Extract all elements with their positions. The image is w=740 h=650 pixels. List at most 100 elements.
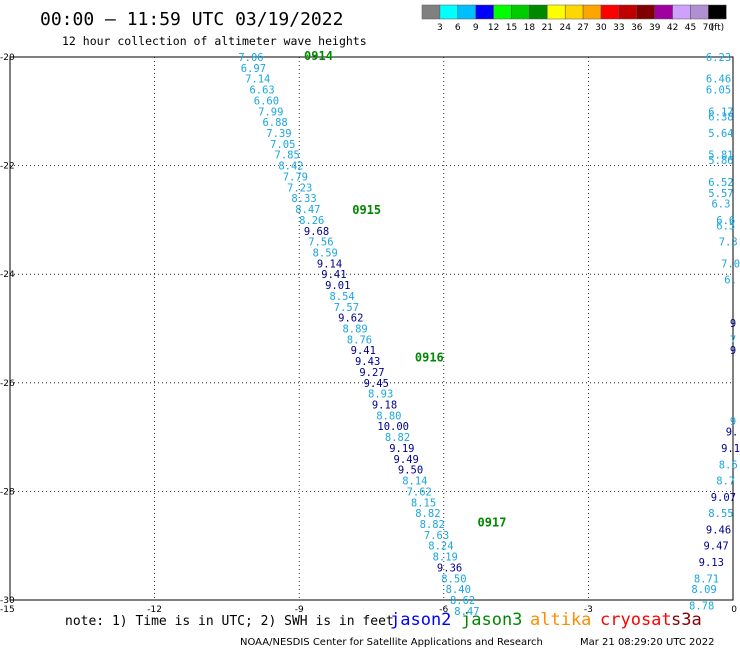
color-scale-label: 18 [524, 23, 536, 33]
footer-note: note: 1) Time is in UTC; 2) SWH is in fe… [65, 614, 394, 629]
swh-value: 8.40 [446, 584, 471, 596]
swh-value: 6.46 [706, 74, 731, 86]
swh-value: 8.24 [428, 541, 453, 553]
swh-value: 7.99 [258, 106, 283, 118]
swh-value: 9. [726, 427, 739, 439]
swh-value: 7.23 [287, 182, 312, 194]
swh-value: 8.47 [454, 606, 479, 618]
swh-value: 7.0 [721, 258, 740, 270]
swh-value: 8.82 [415, 508, 440, 520]
swh-value: 9.68 [304, 226, 329, 238]
chart-title: 00:00 – 11:59 UTC 03/19/2022 [40, 9, 343, 30]
color-swatch [672, 4, 691, 20]
color-swatch [582, 4, 602, 20]
plot-frame [9, 56, 734, 601]
color-scale-label: 9 [473, 23, 479, 33]
swh-value: 8.71 [694, 573, 719, 585]
y-tick-label: -24 [0, 270, 15, 280]
color-scale-label: 21 [542, 23, 553, 33]
color-swatch [618, 4, 638, 20]
swh-value: 9 [730, 416, 736, 428]
swh-value: 8.47 [295, 204, 320, 216]
swh-value: 8.80 [376, 410, 401, 422]
swh-value: 9.43 [355, 356, 380, 368]
y-tick-label: -22 [0, 162, 15, 172]
time-label: 0914 [304, 49, 333, 63]
y-tick-label: -28 [0, 487, 15, 497]
swh-value: 9.14 [317, 258, 342, 270]
color-scale-label: 39 [649, 23, 661, 33]
x-tick-label: -3 [584, 605, 593, 615]
swh-value: 9.13 [699, 557, 724, 569]
time-labels: 0914 0915 0916 0917 [304, 49, 506, 529]
swh-value: 9.62 [338, 313, 363, 325]
swh-value: 7.05 [270, 139, 295, 151]
color-scale-label: (ft) [711, 23, 725, 33]
swh-value: 6.52 [708, 177, 733, 189]
legend-cryosat: cryosat [600, 610, 672, 630]
swh-value: 7.85 [275, 150, 300, 162]
swh-value: 9.45 [364, 378, 389, 390]
swh-value: 6.6 [716, 215, 735, 227]
color-scale-label: 45 [685, 23, 696, 33]
swh-value: 7.57 [334, 302, 359, 314]
color-swatch [511, 4, 530, 20]
credit-text: NOAA/NESDIS Center for Satellite Applica… [240, 637, 543, 648]
color-swatch [457, 4, 476, 20]
swh-value: 9.27 [359, 367, 384, 379]
swh-value: 5.86 [708, 155, 733, 167]
x-tick-label: 0 [731, 605, 737, 615]
wave-height-labels: 7.066.977.146.636.607.996.887.397.057.85… [238, 52, 740, 618]
swh-value: 8.09 [691, 584, 716, 596]
color-swatch [475, 4, 494, 20]
color-swatch [547, 4, 566, 20]
legend-jason3: jason3 [461, 610, 522, 630]
swh-value: 9.07 [711, 492, 736, 504]
swh-value: 9.36 [437, 562, 462, 574]
x-tick-label: -9 [295, 605, 304, 615]
swh-value: 5.64 [708, 128, 733, 140]
swh-value: 9.1 [721, 443, 740, 455]
color-scale-label: 6 [455, 23, 461, 33]
swh-value: 7.39 [266, 128, 291, 140]
swh-value: 9.46 [706, 524, 731, 536]
grid-lines [10, 57, 733, 600]
color-swatch [564, 4, 584, 20]
color-swatch [600, 4, 620, 20]
x-tick-label: -6 [439, 605, 448, 615]
swh-value: 8.82 [385, 432, 410, 444]
swh-value: 8.78 [689, 600, 714, 612]
legend-s3a: s3a [671, 610, 702, 630]
swh-value: 9.41 [321, 269, 346, 281]
swh-value: 9.50 [398, 465, 423, 477]
swh-value: 6.17 [708, 106, 733, 118]
swh-value: 5.81 [708, 150, 733, 162]
color-swatch [690, 4, 709, 20]
time-label: 0917 [478, 515, 507, 529]
swh-value: 6.97 [241, 63, 266, 75]
swh-value: 6. [724, 275, 737, 287]
swh-value: 8.59 [313, 247, 338, 259]
swh-value: 7.79 [283, 171, 308, 183]
color-scale-label: 24 [559, 23, 571, 33]
y-tick-label: -20 [0, 53, 15, 63]
swh-value: 8.54 [329, 291, 354, 303]
timestamp-text: Mar 21 08:29:20 UTC 2022 [580, 637, 715, 648]
swh-value: 7.63 [424, 530, 449, 542]
color-scale-label: 30 [595, 23, 607, 33]
swh-value: 8.82 [420, 519, 445, 531]
color-swatch [529, 4, 548, 20]
y-axis-ticks: -20 -22 -24 -26 -28 -30 [0, 53, 15, 606]
swh-value: 9.18 [372, 400, 397, 412]
color-swatch [439, 4, 459, 20]
swh-value: 8.89 [342, 324, 367, 336]
swh-value: 8.19 [433, 552, 458, 564]
swh-value: 8.7 [716, 476, 735, 488]
swh-value: 8.55 [708, 508, 733, 520]
color-scale-legend: 3 6 9 12 15 18 21 24 27 30 33 36 39 42 45 70(ft) [421, 4, 727, 33]
satellite-legend: jason2 jason3 altika cryosat s3a [390, 610, 702, 630]
swh-value: 9.19 [389, 443, 414, 455]
chart-subtitle: 12 hour collection of altimeter wave hei… [62, 34, 367, 48]
swh-value: 5.57 [708, 188, 733, 200]
color-swatch [708, 4, 727, 20]
